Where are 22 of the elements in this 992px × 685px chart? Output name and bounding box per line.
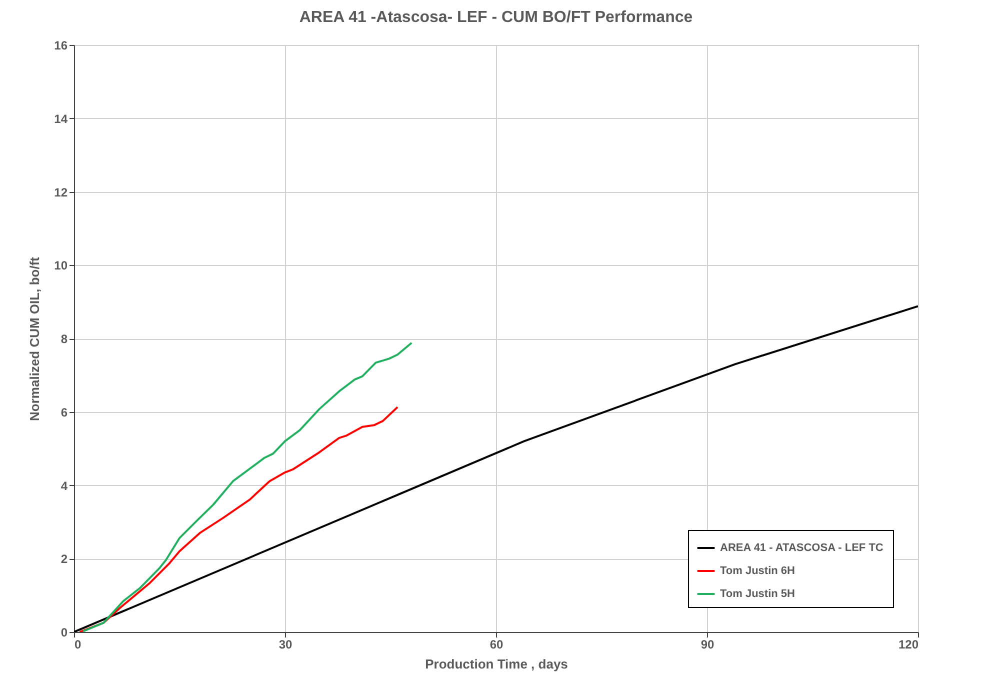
y-tick-label: 10 [54,258,68,273]
x-tick-label: 90 [700,638,714,652]
legend-label: AREA 41 - ATASCOSA - LEF TC [720,542,884,554]
y-tick-label: 0 [60,626,68,640]
line-series [78,406,399,632]
x-axis-title: Production Time , days [425,656,568,672]
y-tick-label: 4 [60,478,68,493]
x-tick-label: 30 [278,638,292,652]
legend-label: Tom Justin 6H [720,565,796,577]
chart-title: AREA 41 -Atascosa- LEF - CUM BO/FT Performance [299,9,693,26]
y-axis-title: Normalized CUM OIL, bo/ft [27,256,42,421]
y-tick-label: 14 [54,112,68,126]
x-tick-label: 120 [898,638,919,652]
legend-label: Tom Justin 5H [720,588,796,600]
x-tick-label: 0 [74,638,82,652]
y-tick-label: 8 [60,332,68,346]
line-series [82,342,413,632]
y-tick-label: 12 [54,185,68,200]
y-tick-label: 16 [54,38,68,52]
y-tick-label: 2 [60,552,68,566]
x-tick-label: 60 [490,638,504,652]
y-tick-label: 6 [60,405,68,420]
